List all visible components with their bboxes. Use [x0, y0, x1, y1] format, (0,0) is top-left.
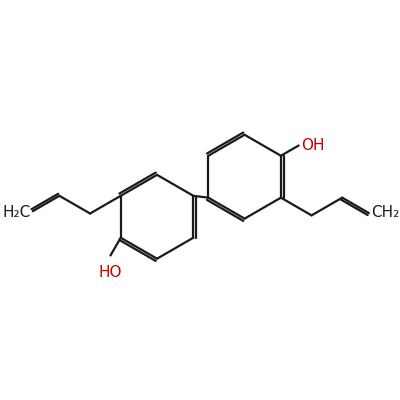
Text: CH₂: CH₂ [371, 205, 399, 220]
Text: OH: OH [302, 138, 325, 153]
Text: H₂C: H₂C [3, 205, 31, 220]
Text: HO: HO [99, 265, 122, 280]
